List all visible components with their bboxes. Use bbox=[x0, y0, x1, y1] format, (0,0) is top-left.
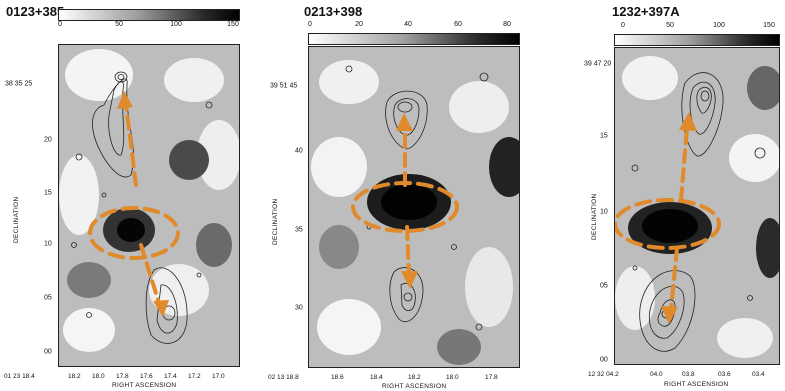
colorbar-tick: 40 bbox=[404, 21, 412, 28]
radio-map bbox=[614, 47, 780, 365]
panel-1232-397a: 1232+397A 0 50 100 150 bbox=[524, 0, 785, 391]
colorbar-tick: 150 bbox=[227, 21, 239, 28]
colorbar-tick: 50 bbox=[666, 22, 674, 29]
radio-map bbox=[58, 44, 240, 367]
ra-origin-label: 02 13 18.8 bbox=[268, 374, 299, 381]
ra-tick: 17.6 bbox=[140, 373, 153, 380]
dec-tick: 05 bbox=[600, 282, 608, 290]
ra-tick: 17.4 bbox=[164, 373, 177, 380]
x-axis-label: RIGHT ASCENSION bbox=[664, 381, 729, 388]
y-axis-label: DECLINATION bbox=[591, 193, 598, 240]
dec-tick: 30 bbox=[295, 304, 303, 312]
ra-tick: 17.2 bbox=[188, 373, 201, 380]
dec-origin-label: 38 35 25 bbox=[5, 80, 33, 88]
ra-tick: 18.6 bbox=[331, 374, 344, 381]
dec-tick: 40 bbox=[295, 147, 303, 155]
ra-tick: 18.0 bbox=[446, 374, 459, 381]
dec-tick: 00 bbox=[44, 348, 52, 356]
ra-origin-label: 01 23 18.4 bbox=[4, 373, 35, 380]
colorbar-tick: 60 bbox=[454, 21, 462, 28]
ra-tick: 03.8 bbox=[682, 371, 695, 378]
colorbar-tick: 50 bbox=[115, 21, 123, 28]
y-axis-label: DECLINATION bbox=[272, 198, 279, 245]
ra-tick: 18.2 bbox=[408, 374, 421, 381]
dec-tick: 15 bbox=[44, 189, 52, 197]
radio-map bbox=[308, 46, 520, 368]
x-axis-label: RIGHT ASCENSION bbox=[112, 382, 177, 389]
ra-tick: 17.8 bbox=[485, 374, 498, 381]
colorbar-tick: 20 bbox=[355, 21, 363, 28]
dec-tick: 35 bbox=[295, 226, 303, 234]
colorbar-tick: 0 bbox=[58, 21, 62, 28]
dec-tick: 10 bbox=[600, 208, 608, 216]
intensity-colorbar bbox=[614, 34, 780, 46]
colorbar-tick: 80 bbox=[503, 21, 511, 28]
panel-title: 0213+398 bbox=[304, 4, 363, 19]
panel-title: 0123+385 bbox=[6, 4, 65, 19]
intensity-colorbar bbox=[308, 33, 520, 45]
dec-tick: 00 bbox=[600, 356, 608, 364]
dec-tick: 10 bbox=[44, 240, 52, 248]
colorbar-tick: 0 bbox=[621, 22, 625, 29]
ra-tick: 18.4 bbox=[370, 374, 383, 381]
panel-title: 1232+397A bbox=[612, 4, 680, 19]
ra-tick: 18.0 bbox=[92, 373, 105, 380]
panel-0123-385: 0123+385 0 50 100 150 bbox=[0, 0, 262, 391]
colorbar-tick: 100 bbox=[170, 21, 182, 28]
dec-origin-label: 39 47 20 bbox=[584, 60, 612, 68]
ra-tick: 17.8 bbox=[116, 373, 129, 380]
ra-tick: 03.4 bbox=[752, 371, 765, 378]
dec-tick: 05 bbox=[44, 294, 52, 302]
ra-tick: 18.2 bbox=[68, 373, 81, 380]
ra-tick: 17.0 bbox=[212, 373, 225, 380]
y-axis-label: DECLINATION bbox=[13, 196, 20, 243]
panel-0213-398: 0213+398 0 20 40 60 80 bbox=[262, 0, 524, 391]
ra-origin-label: 12 32 04.2 bbox=[588, 371, 619, 378]
dec-tick: 20 bbox=[44, 136, 52, 144]
colorbar-tick: 100 bbox=[713, 22, 725, 29]
dec-origin-label: 39 51 45 bbox=[270, 82, 298, 90]
ra-tick: 03.6 bbox=[718, 371, 731, 378]
colorbar-tick: 150 bbox=[763, 22, 775, 29]
colorbar-tick: 0 bbox=[308, 21, 312, 28]
ra-tick: 04.0 bbox=[650, 371, 663, 378]
dec-tick: 15 bbox=[600, 132, 608, 140]
intensity-colorbar bbox=[58, 9, 240, 21]
x-axis-label: RIGHT ASCENSION bbox=[382, 383, 447, 390]
